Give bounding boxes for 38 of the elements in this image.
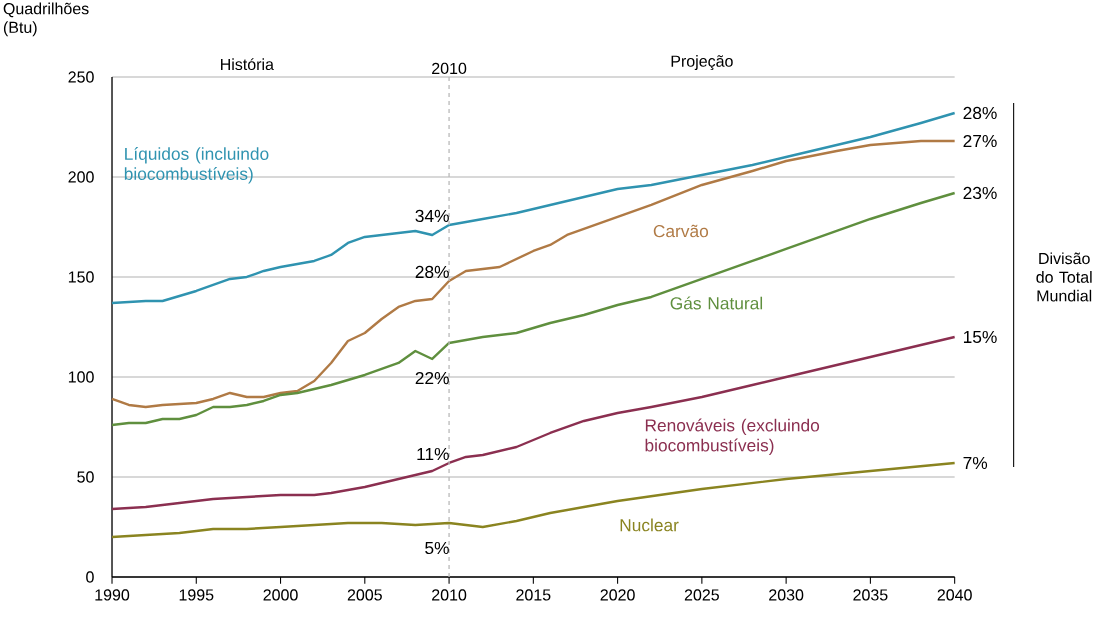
x-tick-label: 2020	[600, 589, 635, 601]
y-tick-label: 250	[68, 71, 94, 83]
x-tick-label: 1995	[179, 589, 214, 601]
annotation: 11%	[417, 447, 449, 461]
text: 23%	[963, 186, 997, 200]
ref-line-label: 2010	[432, 62, 467, 75]
text: 7%	[963, 456, 988, 470]
x-tick-label: 1990	[95, 589, 130, 601]
x-tick-label: 2000	[263, 589, 298, 601]
annotation: 22%	[415, 371, 449, 385]
series-label: Nuclear	[620, 518, 679, 532]
text: História	[221, 58, 274, 71]
x-tick-label: 2015	[516, 589, 551, 601]
x-tick-label: 2040	[937, 589, 972, 601]
annotation: 34%	[415, 209, 449, 223]
annotation: 5%	[425, 541, 449, 555]
series-label: Carvão	[653, 224, 709, 238]
x-tick-label: 2005	[347, 589, 382, 601]
text: 15%	[963, 330, 997, 344]
y-tick-label: 200	[68, 171, 94, 183]
series-label: Gás Natural	[670, 296, 763, 310]
text: Divisão do Total Mundial	[1036, 252, 1092, 302]
series-label: Renováveis (excluindo biocombustíveis)	[645, 418, 820, 455]
text: Projeção	[671, 55, 733, 71]
text: Líquidos (incluindo biocombustíveis)	[124, 147, 269, 184]
y-tick-label: 50	[77, 471, 94, 483]
x-tick-label: 2010	[432, 589, 467, 601]
x-tick-label: 2025	[684, 589, 719, 601]
line-series	[110, 139, 956, 409]
y-tick-label: 100	[68, 371, 94, 383]
x-tick-label: 2035	[853, 589, 888, 601]
annotation: 28%	[415, 265, 449, 279]
y-tick-label: 150	[68, 271, 94, 283]
y-axis-title: Quadrilhões (Btu)	[3, 2, 89, 37]
x-tick-label: 2030	[769, 589, 804, 601]
y-tick-label: 0	[86, 571, 94, 583]
text: 28%	[963, 106, 997, 120]
text: 27%	[963, 134, 997, 148]
